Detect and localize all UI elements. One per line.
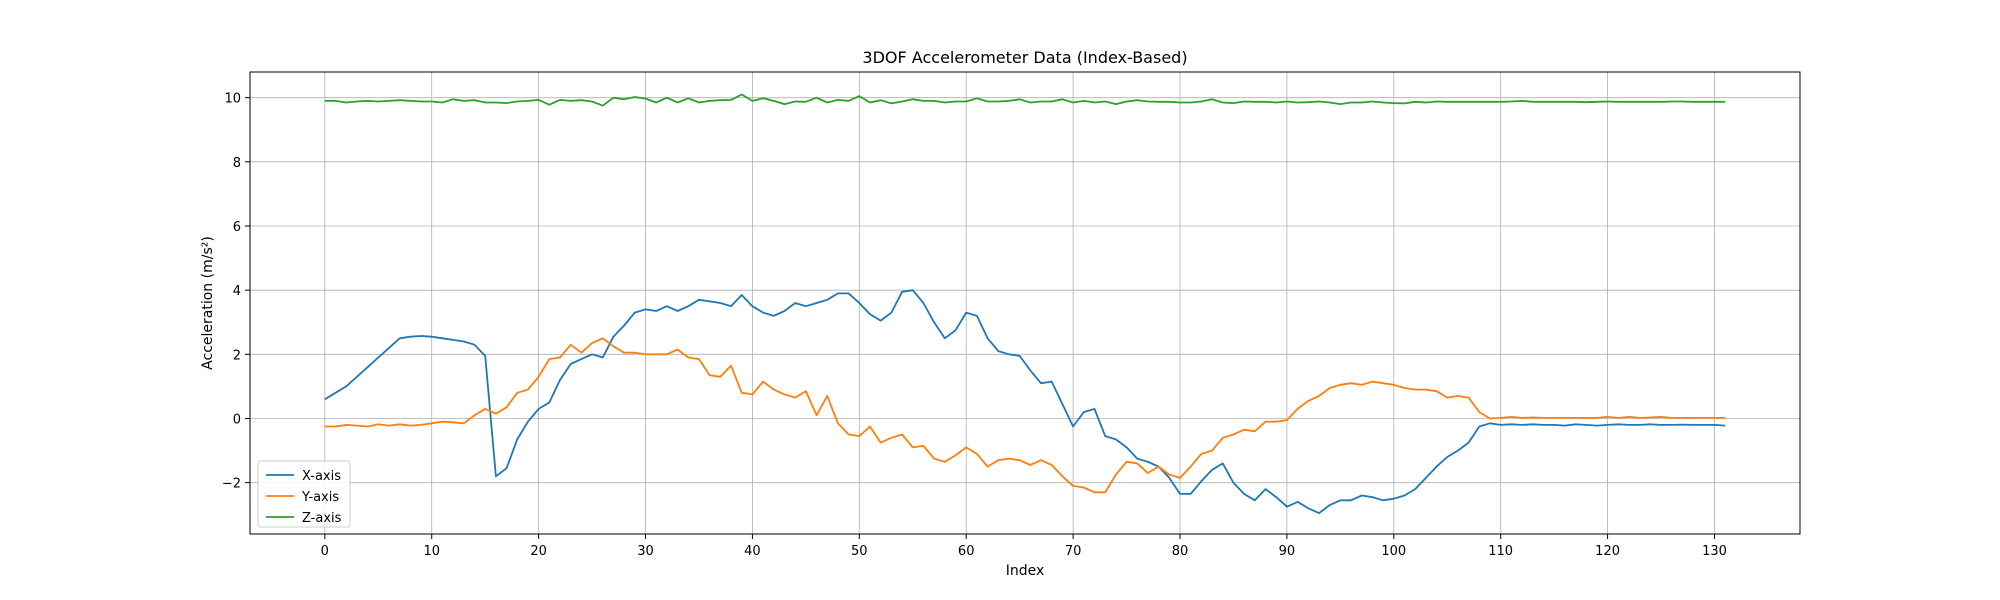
legend-label: Y-axis — [301, 490, 339, 505]
x-tick-label: 120 — [1595, 544, 1620, 559]
x-tick-label: 50 — [851, 544, 868, 559]
y-tick-label: −2 — [222, 477, 241, 492]
series-line-z-axis — [324, 93, 1726, 107]
legend-label: X-axis — [302, 469, 341, 484]
y-tick-label: 8 — [233, 156, 241, 171]
y-tick-label: 10 — [224, 92, 241, 107]
chart-title: 3DOF Accelerometer Data (Index-Based) — [862, 48, 1187, 67]
y-axis-title: Acceleration (m/s²) — [200, 236, 216, 370]
legend-label: Z-axis — [302, 511, 342, 526]
x-tick-label: 70 — [1065, 544, 1082, 559]
grid — [250, 72, 1800, 534]
x-tick-label: 80 — [1172, 544, 1189, 559]
series-group — [324, 93, 1726, 514]
x-tick-label: 60 — [958, 544, 975, 559]
x-tick-label: 130 — [1702, 544, 1727, 559]
y-tick-label: 2 — [233, 348, 241, 363]
x-tick-label: 10 — [423, 544, 440, 559]
x-tick-label: 100 — [1381, 544, 1406, 559]
series-line-x-axis — [324, 289, 1726, 514]
x-axis-title: Index — [1006, 563, 1045, 579]
x-tick-label: 20 — [530, 544, 547, 559]
x-tick-label: 110 — [1488, 544, 1513, 559]
legend-box — [257, 460, 351, 528]
x-tick-label: 90 — [1279, 544, 1296, 559]
y-tick-label: 4 — [233, 284, 241, 299]
x-ticks: 0 10 20 30 40 50 60 70 80 90 100 110 120 130 — [321, 534, 1727, 559]
x-tick-label: 0 — [321, 544, 329, 559]
x-tick-label: 40 — [744, 544, 761, 559]
y-ticks: −2 0 2 4 6 8 10 — [222, 92, 250, 492]
legend: X-axis Y-axis Z-axis — [257, 460, 351, 528]
x-tick-label: 30 — [637, 544, 654, 559]
series-line-y-axis — [324, 337, 1726, 494]
y-tick-label: 0 — [233, 413, 241, 428]
plot-frame — [249, 71, 1801, 535]
y-tick-label: 6 — [233, 220, 241, 235]
